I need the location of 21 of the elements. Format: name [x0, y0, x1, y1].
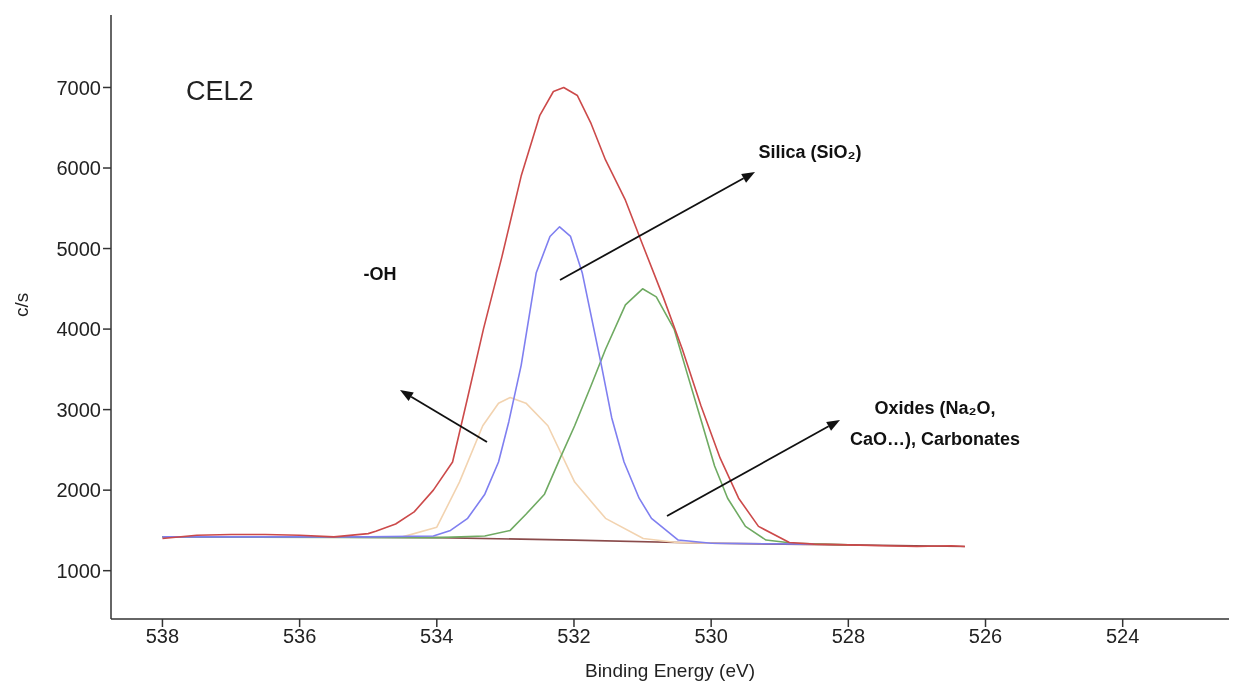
y-tick-label: 3000 [56, 398, 101, 421]
y-tick-label: 1000 [56, 559, 101, 582]
annotation: Oxides (Na₂O, CaO…), Carbonates [849, 398, 1021, 449]
x-tick-label: 530 [694, 625, 728, 648]
x-tick-label: 538 [145, 625, 180, 648]
x-tick-label: 528 [831, 625, 866, 648]
y-tick-label: 5000 [56, 237, 101, 260]
y-tick-label: 4000 [56, 318, 101, 341]
x-tick-label: 524 [1106, 625, 1140, 648]
x-tick-label: 534 [420, 625, 454, 648]
x-axis-title: Binding Energy (eV) [584, 660, 756, 681]
annotation: -OH [363, 264, 397, 284]
annotation: CEL2 [186, 76, 254, 106]
y-tick-label: 7000 [56, 76, 101, 99]
x-tick-label: 536 [282, 625, 317, 648]
x-tick-label: 532 [557, 625, 591, 648]
y-tick-label: 6000 [56, 157, 101, 180]
x-tick-label: 526 [968, 625, 1003, 648]
y-tick-label: 2000 [56, 479, 101, 502]
y-axis-title: c/s [10, 292, 32, 317]
annotation: Silica (SiO₂) [758, 142, 862, 162]
